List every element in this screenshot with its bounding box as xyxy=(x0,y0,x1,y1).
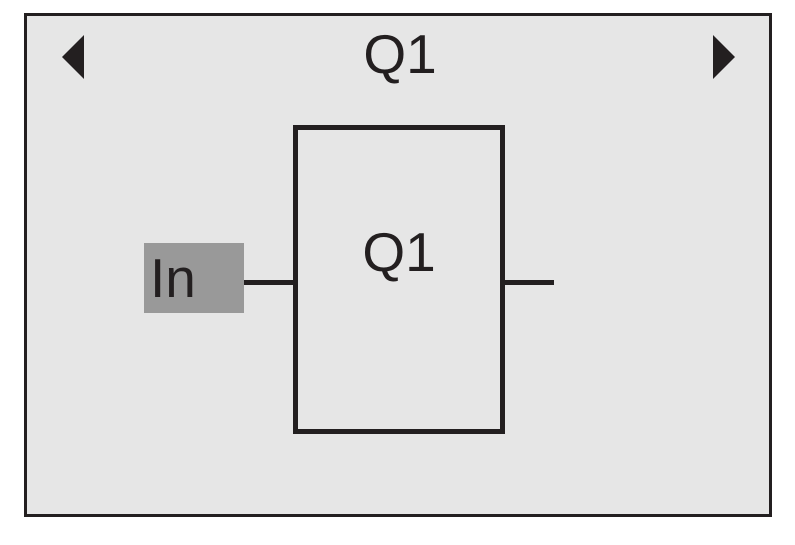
nav-next-arrow[interactable] xyxy=(713,35,735,79)
block-q1: Q1 xyxy=(293,125,505,434)
wire-output xyxy=(505,280,554,285)
wire-input xyxy=(244,280,293,285)
panel-title: Q1 xyxy=(330,22,470,86)
block-q1-label: Q1 xyxy=(298,220,500,284)
diagram-canvas: Q1 Q1 In xyxy=(0,0,795,545)
input-port-label: In xyxy=(144,243,244,313)
nav-prev-arrow[interactable] xyxy=(62,35,84,79)
